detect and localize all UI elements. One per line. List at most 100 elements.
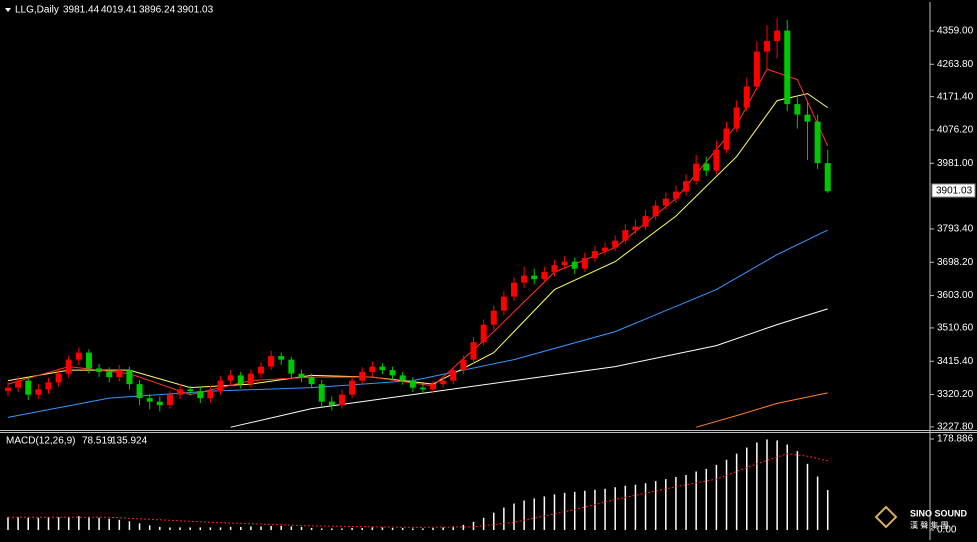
candle-body bbox=[733, 107, 740, 129]
candle-body bbox=[753, 51, 760, 87]
candle-body bbox=[723, 128, 730, 150]
candle-body bbox=[460, 359, 467, 371]
candle-body bbox=[247, 373, 254, 385]
candle-body bbox=[136, 384, 143, 399]
candle-body bbox=[683, 181, 690, 192]
candle-body bbox=[156, 401, 163, 406]
y-tick-label: 3698.20 bbox=[937, 257, 974, 268]
indicator-line bbox=[696, 392, 828, 428]
y-tick-label: 4263.80 bbox=[937, 59, 974, 70]
candle-body bbox=[5, 387, 11, 392]
candle-body bbox=[389, 370, 396, 376]
y-tick-label: 3227.80 bbox=[937, 422, 974, 433]
candle-body bbox=[217, 380, 224, 392]
candle-body bbox=[187, 389, 194, 392]
candle-body bbox=[399, 375, 406, 381]
ohlc-low: 3896.24 bbox=[139, 5, 176, 16]
candle-body bbox=[379, 366, 386, 371]
last-price-label: 3901.03 bbox=[936, 186, 973, 197]
candle-body bbox=[177, 389, 184, 395]
candle-body bbox=[126, 370, 133, 385]
candle-body bbox=[804, 114, 811, 122]
signal-value: 135.924 bbox=[111, 436, 148, 447]
indicator-line bbox=[230, 308, 828, 428]
candle-body bbox=[672, 191, 679, 199]
candle-body bbox=[65, 359, 72, 374]
candle-body bbox=[652, 205, 659, 217]
candle-body bbox=[581, 258, 588, 269]
candle-body bbox=[470, 342, 477, 360]
candle-body bbox=[258, 366, 264, 374]
candle-body bbox=[15, 380, 22, 388]
candle-body bbox=[85, 352, 92, 369]
candle-body bbox=[794, 104, 801, 115]
candle-body bbox=[318, 384, 325, 402]
candle-body bbox=[349, 380, 356, 395]
menu-arrow[interactable] bbox=[5, 8, 11, 12]
candle-body bbox=[521, 275, 528, 283]
candle-body bbox=[703, 163, 710, 171]
candle-body bbox=[278, 356, 285, 360]
y-tick-label: 3415.40 bbox=[937, 356, 974, 367]
candle-body bbox=[450, 370, 457, 381]
ohlc-close: 3901.03 bbox=[177, 5, 214, 16]
candle-body bbox=[75, 352, 82, 360]
candle-body bbox=[764, 41, 770, 52]
macd-title: MACD(12,26,9) bbox=[6, 436, 75, 447]
y-tick-label: 3320.20 bbox=[937, 389, 974, 400]
candle-body bbox=[146, 398, 153, 402]
candle-body bbox=[774, 30, 781, 42]
candle-body bbox=[166, 394, 173, 406]
candle-body bbox=[328, 401, 335, 406]
candle-body bbox=[602, 247, 609, 252]
candle-body bbox=[419, 387, 426, 390]
candle-body bbox=[268, 356, 275, 367]
candle-body bbox=[642, 216, 649, 227]
candle-body bbox=[490, 310, 497, 325]
candle-body bbox=[551, 265, 558, 273]
y-tick-label: 0.00 bbox=[937, 525, 957, 536]
y-tick-label: 3510.60 bbox=[937, 323, 974, 334]
watermark-sub: 漢 聲 集 團 bbox=[910, 520, 949, 530]
candle-body bbox=[237, 375, 244, 385]
y-tick-label: 4171.40 bbox=[937, 91, 974, 102]
candle-body bbox=[541, 272, 548, 280]
ohlc-open: 3981.44 bbox=[63, 5, 100, 16]
candle-body bbox=[784, 30, 791, 105]
candle-body bbox=[298, 373, 305, 378]
watermark-logo bbox=[874, 505, 898, 529]
candle-body bbox=[96, 368, 103, 372]
candle-body bbox=[824, 163, 831, 192]
candle-body bbox=[713, 149, 720, 171]
candle-body bbox=[561, 261, 568, 266]
candle-body bbox=[571, 261, 578, 269]
candle-body bbox=[338, 394, 345, 406]
candle-body bbox=[693, 163, 700, 182]
candle-body bbox=[55, 373, 62, 383]
y-tick-label: 178.886 bbox=[937, 434, 974, 445]
candle-body bbox=[25, 380, 32, 395]
candle-body bbox=[612, 240, 619, 248]
indicator-line bbox=[8, 453, 828, 528]
candle-body bbox=[511, 282, 517, 297]
candle-body bbox=[308, 377, 315, 385]
candle-body bbox=[743, 86, 750, 108]
candle-body bbox=[106, 371, 113, 378]
ohlc-high: 4019.41 bbox=[101, 5, 138, 16]
candle-body bbox=[591, 251, 598, 259]
candle-body bbox=[430, 384, 437, 390]
candle-body bbox=[662, 198, 669, 206]
y-tick-label: 4359.00 bbox=[937, 26, 974, 37]
candle-body bbox=[45, 382, 52, 390]
candle-body bbox=[288, 359, 295, 374]
last-price-box bbox=[931, 183, 976, 198]
candle-body bbox=[500, 296, 507, 311]
candle-body bbox=[531, 275, 538, 280]
candle-body bbox=[369, 366, 376, 372]
y-tick-label: 4076.20 bbox=[937, 125, 974, 136]
macd-value: 78.519 bbox=[82, 436, 113, 447]
candle-body bbox=[480, 324, 487, 343]
